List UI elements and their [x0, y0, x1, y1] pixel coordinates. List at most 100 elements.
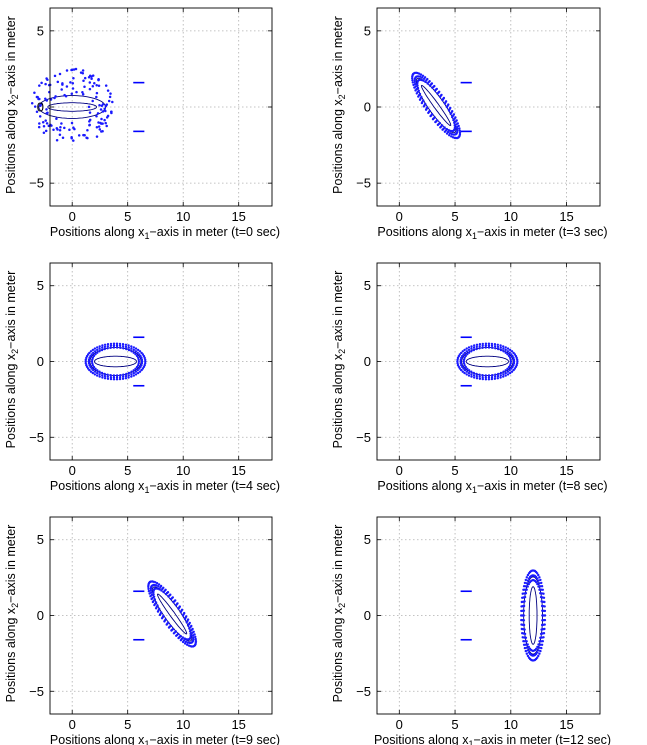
particle	[112, 346, 116, 349]
particle	[520, 623, 523, 626]
particle	[42, 131, 46, 135]
particle	[106, 375, 110, 378]
particle	[470, 347, 473, 350]
particle	[95, 83, 98, 87]
particle	[192, 636, 195, 639]
particle	[160, 617, 164, 620]
particle	[103, 343, 107, 346]
particle	[125, 372, 128, 376]
particle	[135, 354, 139, 358]
x-tick-label: 0	[69, 463, 76, 478]
particle	[58, 129, 62, 132]
particle	[526, 654, 530, 658]
particle	[134, 370, 138, 373]
particle	[434, 120, 437, 124]
particle	[127, 374, 130, 377]
particle	[130, 347, 133, 350]
particle	[461, 365, 464, 369]
particle	[166, 591, 170, 594]
x-tick-label: 0	[396, 717, 403, 732]
particle	[93, 373, 97, 376]
particle	[72, 139, 75, 142]
particle	[112, 342, 116, 345]
particle	[484, 376, 487, 379]
particle	[149, 589, 153, 592]
particle	[465, 350, 469, 353]
particle	[192, 638, 195, 641]
particle	[487, 342, 491, 345]
particle	[91, 364, 95, 367]
particle	[59, 126, 62, 129]
particle	[458, 367, 461, 370]
particle	[115, 344, 119, 347]
particle	[465, 373, 468, 376]
particle	[95, 95, 98, 99]
particle	[502, 375, 505, 378]
particle	[490, 344, 494, 347]
particle	[504, 371, 507, 375]
particle	[52, 128, 55, 132]
particle	[100, 130, 103, 133]
particle	[475, 347, 478, 351]
ellipse-1	[93, 355, 138, 368]
particle	[88, 368, 91, 372]
particle	[186, 618, 190, 621]
particle	[134, 347, 138, 350]
particle	[447, 103, 450, 106]
particle	[106, 345, 110, 348]
particle	[98, 345, 101, 348]
particle	[508, 356, 512, 359]
particle	[456, 358, 459, 361]
particle	[524, 643, 527, 646]
particle	[525, 640, 528, 643]
x-tick-label: 15	[231, 717, 245, 732]
particle	[109, 376, 113, 379]
particle	[487, 344, 491, 347]
particle	[45, 99, 49, 102]
particle	[428, 80, 431, 83]
particle	[86, 128, 89, 132]
particle	[147, 585, 150, 589]
particle	[539, 643, 542, 646]
x-axis-label: Positions along x1−axis in meter (t=9 se…	[50, 733, 280, 745]
particle	[493, 343, 497, 346]
particle	[510, 353, 513, 356]
particle	[499, 346, 502, 349]
particle	[94, 367, 97, 370]
particle	[109, 344, 113, 347]
particle	[458, 127, 461, 130]
particle	[38, 122, 41, 125]
particle	[525, 576, 528, 579]
particle	[538, 652, 541, 655]
particle	[90, 360, 94, 363]
particle	[99, 108, 103, 111]
particle	[165, 623, 168, 626]
particle	[502, 350, 505, 353]
x-tick-label: 5	[124, 209, 131, 224]
y-tick-label: 0	[37, 608, 44, 623]
particle	[121, 377, 125, 380]
particle	[494, 373, 497, 376]
particle	[456, 356, 460, 360]
particle	[188, 621, 191, 625]
particle	[103, 107, 106, 110]
particle	[454, 116, 457, 119]
particle	[84, 360, 87, 363]
x-tick-label: 5	[451, 463, 458, 478]
particle	[130, 375, 133, 378]
particle	[132, 348, 135, 352]
particle	[134, 367, 137, 370]
particle	[538, 640, 541, 643]
particle	[462, 362, 466, 365]
particle	[77, 134, 81, 137]
particle	[92, 354, 96, 358]
particle	[152, 593, 155, 596]
x-tick-label: 10	[176, 717, 190, 732]
particle	[109, 346, 112, 349]
particle	[467, 346, 471, 349]
particle	[192, 630, 195, 633]
particle	[411, 75, 414, 78]
particle	[115, 376, 119, 379]
